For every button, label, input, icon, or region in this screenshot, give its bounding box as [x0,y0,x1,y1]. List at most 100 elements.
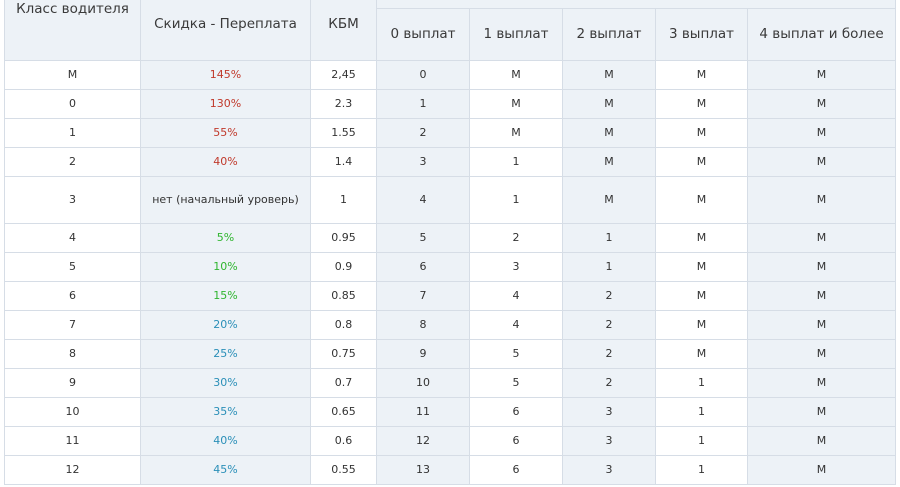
table-row: 12 45% 0.55 13 6 3 1 М [4,455,897,485]
cell-payout-3: 1 [655,455,748,485]
cell-class: 1 [4,118,141,148]
cell-payout-4: М [746,89,897,119]
cell-payout-0: 7 [376,281,470,311]
cell-payout-0: 2 [376,118,470,148]
cell-discount: 30% [140,368,311,398]
kbm-table: Класс водителя Скидка - Переплата КБМ 0 … [4,0,897,485]
cell-kbm: 0.7 [310,368,377,398]
cell-payout-1: 4 [469,281,563,311]
cell-payout-3: М [655,339,748,369]
cell-kbm: 0.6 [310,426,377,456]
table-row: 0 130% 2.3 1 М М М М [4,89,897,119]
cell-discount: 35% [140,397,311,427]
cell-kbm: 2.3 [310,89,377,119]
cell-payout-1: М [469,89,563,119]
cell-payout-2: М [562,118,656,148]
header-payout-2: 2 выплат [562,8,656,61]
cell-discount: 55% [140,118,311,148]
cell-discount: 130% [140,89,311,119]
cell-payout-1: 1 [469,176,563,224]
cell-kbm: 0.85 [310,281,377,311]
cell-payout-3: 1 [655,368,748,398]
header-payout-3: 3 выплат [655,8,748,61]
cell-payout-2: 1 [562,223,656,253]
cell-discount: 15% [140,281,311,311]
table-row: 2 40% 1.4 3 1 М М М [4,147,897,177]
cell-payout-1: М [469,118,563,148]
cell-discount: 40% [140,426,311,456]
cell-payout-0: 6 [376,252,470,282]
cell-payout-3: М [655,281,748,311]
cell-payout-4: М [746,281,897,311]
cell-kbm: 0.9 [310,252,377,282]
cell-payout-1: 1 [469,147,563,177]
cell-payout-0: 4 [376,176,470,224]
cell-payout-3: М [655,176,748,224]
cell-class: 7 [4,310,141,340]
header-payout-0: 0 выплат [376,8,470,61]
cell-payout-4: М [746,60,897,90]
cell-payout-0: 3 [376,147,470,177]
cell-payout-4: М [746,252,897,282]
cell-class: 8 [4,339,141,369]
cell-payout-2: М [562,176,656,224]
table-row: 4 5% 0.95 5 2 1 М М [4,223,897,253]
cell-payout-0: 11 [376,397,470,427]
cell-payout-1: М [469,60,563,90]
cell-payout-0: 8 [376,310,470,340]
cell-payout-3: М [655,310,748,340]
cell-kbm: 1 [310,176,377,224]
table-header: Класс водителя Скидка - Переплата КБМ 0 … [4,0,897,61]
cell-discount: 5% [140,223,311,253]
cell-kbm: 0.95 [310,223,377,253]
cell-payout-4: М [746,426,897,456]
cell-class: М [4,60,141,90]
header-row-top: Класс водителя Скидка - Переплата КБМ [4,0,897,61]
cell-payout-3: М [655,118,748,148]
cell-payout-2: М [562,60,656,90]
cell-payout-3: М [655,89,748,119]
table-row: 9 30% 0.7 10 5 2 1 М [4,368,897,398]
header-kbm: КБМ [310,0,377,61]
cell-class: 4 [4,223,141,253]
header-class-label: Класс водителя [16,1,129,17]
cell-payout-3: М [655,147,748,177]
cell-class: 9 [4,368,141,398]
cell-class: 11 [4,426,141,456]
cell-class: 3 [4,176,141,224]
cell-kbm: 0.55 [310,455,377,485]
cell-class: 2 [4,147,141,177]
cell-payout-2: 1 [562,252,656,282]
cell-payout-2: 2 [562,281,656,311]
left-edge [0,0,4,487]
table-row: М 145% 2,45 0 М М М М [4,60,897,90]
cell-payout-1: 6 [469,455,563,485]
cell-payout-0: 0 [376,60,470,90]
cell-payout-2: 3 [562,397,656,427]
cell-discount: 25% [140,339,311,369]
cell-kbm: 2,45 [310,60,377,90]
table-row: 8 25% 0.75 9 5 2 М М [4,339,897,369]
header-row-payouts: 0 выплат 1 выплат 2 выплат 3 выплат 4 вы… [5,8,897,61]
cell-payout-0: 1 [376,89,470,119]
cell-payout-4: М [746,397,897,427]
cell-payout-1: 4 [469,310,563,340]
cell-payout-4: М [746,368,897,398]
cell-payout-1: 5 [469,368,563,398]
cell-payout-0: 9 [376,339,470,369]
cell-payout-0: 5 [376,223,470,253]
table-row: 11 40% 0.6 12 6 3 1 М [4,426,897,456]
cell-kbm: 0.8 [310,310,377,340]
cell-payout-3: М [655,60,748,90]
cell-class: 12 [4,455,141,485]
cell-payout-0: 10 [376,368,470,398]
cell-discount: 145% [140,60,311,90]
cell-class: 0 [4,89,141,119]
cell-payout-3: М [655,252,748,282]
table-row: 5 10% 0.9 6 3 1 М М [4,252,897,282]
cell-class: 10 [4,397,141,427]
table-row: 6 15% 0.85 7 4 2 М М [4,281,897,311]
cell-payout-2: 2 [562,310,656,340]
header-payouts-group [375,0,897,9]
